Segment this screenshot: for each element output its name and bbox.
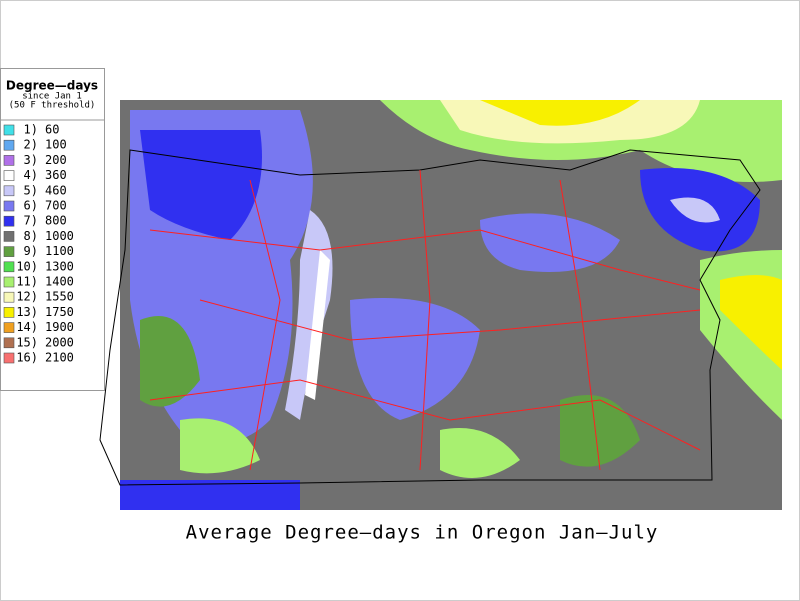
legend-swatch [3,231,15,242]
legend-value: 1900 [45,320,74,334]
region [350,298,480,420]
legend-index: 5) [24,183,38,197]
legend-index: 3) [24,153,38,167]
legend-swatch [3,215,15,227]
legend-index: 12) [16,290,38,304]
legend-swatch [3,139,15,151]
legend-swatch [3,291,15,303]
map [99,100,782,510]
map-title: Average Degree—days in Oregon Jan—July [186,522,659,544]
state-outline [99,149,761,486]
region [440,428,520,478]
legend-value: 1750 [45,305,74,319]
legend-value: 2000 [45,335,74,349]
legend-swatch [3,307,15,318]
legend-swatch [3,276,15,288]
region [670,197,720,223]
region [140,130,262,240]
legend-index: 10) [16,259,38,273]
legend-value: 1550 [45,290,74,304]
legend-index: 16) [16,351,38,365]
legend-index: 15) [16,335,38,349]
legend-value: 1400 [45,275,74,289]
legend-swatch [3,124,15,136]
legend-value: 700 [45,199,67,213]
region [305,250,330,400]
region [140,316,200,407]
legend-value: 2100 [45,351,74,365]
legend-subtitle: (50 F threshold) [9,101,96,111]
legend-index: 2) [24,138,38,152]
region [480,213,620,272]
legend-swatch [3,322,15,333]
legend-swatch [3,352,15,364]
legend-title: Degree—days [6,79,98,93]
region [480,100,640,126]
legend-swatch [3,337,15,349]
legend-value: 800 [45,214,67,228]
region [180,418,260,474]
region [560,395,640,467]
legend-value: 60 [45,123,59,137]
legend-index: 8) [24,229,38,243]
legend-subtitle: since Jan 1 [22,92,82,102]
legend-index: 6) [24,199,38,213]
legend-index: 9) [24,244,38,258]
legend-index: 13) [16,305,38,319]
legend-swatch [3,200,15,212]
legend-swatch [3,185,15,197]
legend-swatch [3,155,15,166]
legend-swatch [3,246,15,257]
legend-swatch [3,261,15,273]
legend-items: 1) 60 2) 100 3) 200 4) 360 5) 460 6) 700 7) 800 8) 1000… [3,123,74,365]
legend-value: 200 [45,153,67,167]
legend-box [0,68,105,391]
legend-value: 460 [45,183,67,197]
region [120,480,300,510]
roads [149,169,701,471]
region [720,275,782,370]
legend: Degree—days since Jan 1 (50 F threshold)… [0,68,105,391]
legend-value: 100 [45,138,67,152]
legend-index: 1) [24,123,38,137]
legend-index: 4) [24,168,38,182]
legend-value: 1000 [45,229,74,243]
legend-swatch [3,170,15,181]
legend-index: 11) [16,275,38,289]
legend-value: 1300 [45,259,74,273]
legend-value: 1100 [45,244,74,258]
legend-index: 14) [16,320,38,334]
legend-value: 360 [45,168,67,182]
legend-index: 7) [24,214,38,228]
